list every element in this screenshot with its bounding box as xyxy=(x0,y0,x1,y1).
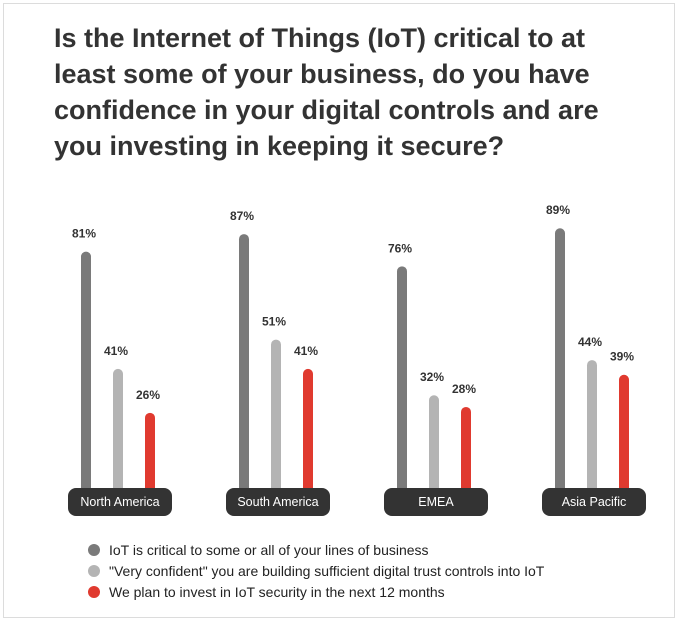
bar-1-north-america xyxy=(81,251,91,495)
category-label-bg xyxy=(542,488,646,516)
legend-item: We plan to invest in IoT security in the… xyxy=(88,581,544,602)
data-label: 81% xyxy=(72,227,96,241)
bar-3-north-america xyxy=(145,412,155,495)
category-label-bg xyxy=(226,488,330,516)
legend-label: "Very confident" you are building suffic… xyxy=(109,562,545,579)
legend-dot-icon xyxy=(88,564,100,577)
legend-item: IoT is critical to some or all of your l… xyxy=(88,539,544,560)
legend-label: We plan to invest in IoT security in the… xyxy=(109,583,445,600)
data-label: 39% xyxy=(610,350,634,364)
bar-2-emea xyxy=(429,395,439,495)
legend-item: "Very confident" you are building suffic… xyxy=(88,560,544,581)
bar-1-south-america xyxy=(239,234,249,495)
bar-2-south-america xyxy=(271,339,281,495)
data-label: 41% xyxy=(104,344,128,358)
data-label: 26% xyxy=(136,388,160,402)
chart-title: Is the Internet of Things (IoT) critical… xyxy=(54,23,599,161)
category-label: EMEA xyxy=(418,495,454,509)
data-label: 28% xyxy=(452,382,476,396)
category-label: Asia Pacific xyxy=(562,495,627,509)
category-label-bg xyxy=(384,488,488,516)
bar-1-asia-pacific xyxy=(555,228,565,496)
data-label: 89% xyxy=(546,203,570,217)
legend-dot-icon xyxy=(88,543,100,556)
data-label: 51% xyxy=(262,315,286,329)
legend-label: IoT is critical to some or all of your l… xyxy=(109,541,429,558)
bar-2-north-america xyxy=(113,368,123,495)
data-label: 44% xyxy=(578,335,602,349)
category-label-bg xyxy=(68,488,172,516)
category-label: South America xyxy=(237,495,318,509)
bar-3-emea xyxy=(461,406,471,495)
data-label: 87% xyxy=(230,209,254,223)
bar-3-south-america xyxy=(303,368,313,495)
data-label: 76% xyxy=(388,241,412,255)
chart-legend: IoT is critical to some or all of your l… xyxy=(88,539,544,602)
bar-1-emea xyxy=(397,266,407,495)
data-label: 41% xyxy=(294,344,318,358)
bar-3-asia-pacific xyxy=(619,374,629,495)
legend-dot-icon xyxy=(88,585,100,598)
data-label: 32% xyxy=(420,370,444,384)
bar-chart: 81% 41% 26% North America 87% 51% 41% South Ame… xyxy=(68,203,646,516)
bar-2-asia-pacific xyxy=(587,360,597,495)
category-label: North America xyxy=(80,495,159,509)
chart-frame: Is the Internet of Things (IoT) critical… xyxy=(3,3,675,618)
